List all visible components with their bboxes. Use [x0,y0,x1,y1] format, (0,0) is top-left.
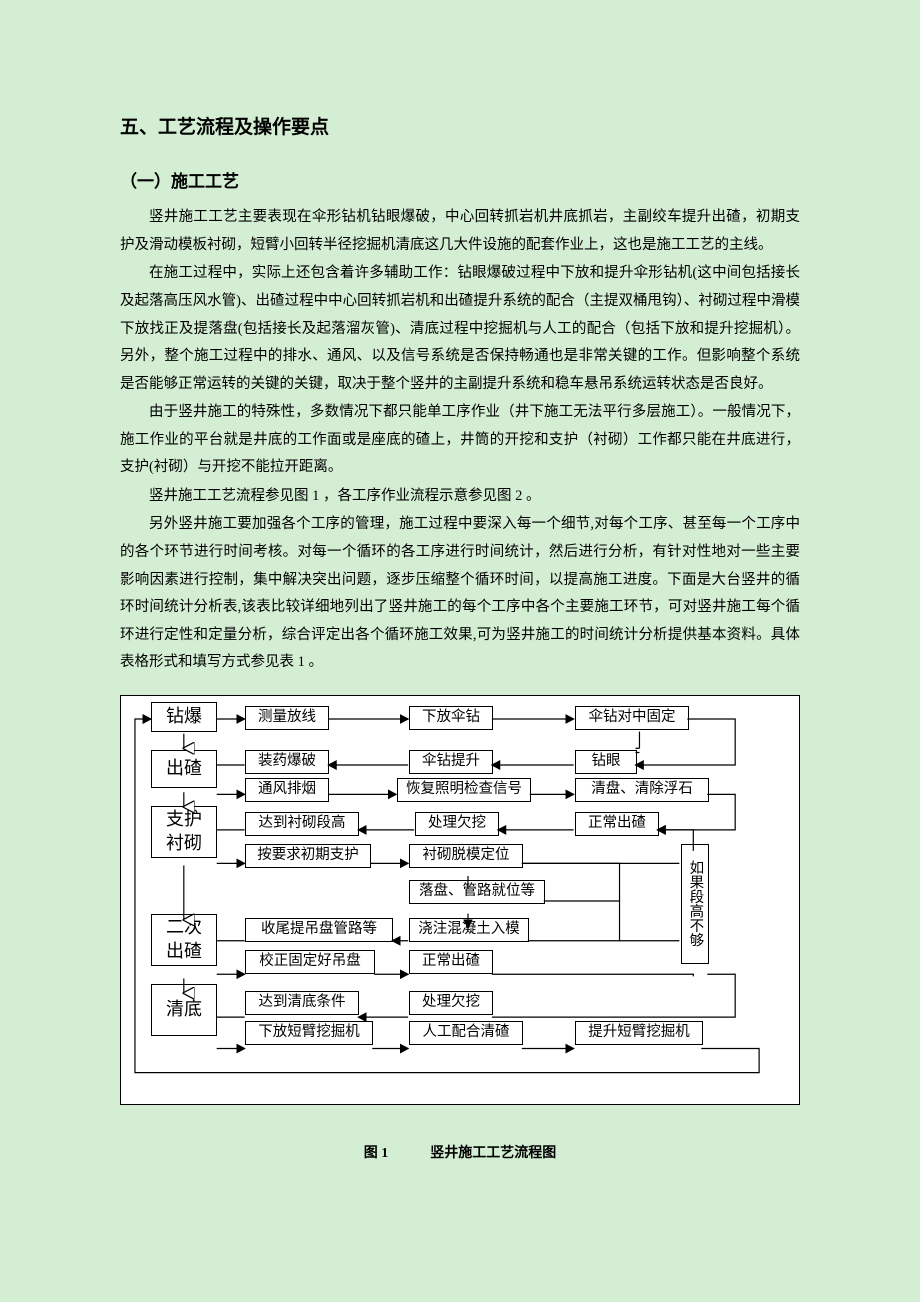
paragraph: 另外竖井施工要加强各个工序的管理，施工过程中要深入每一个细节,对每个工序、甚至每… [120,511,800,676]
paragraph: 在施工过程中，实际上还包含着许多辅助工作：钻眼爆破过程中下放和提升伞形钻机(这中… [120,260,800,398]
node-zhuangyao-baopo: 装药爆破 [245,750,329,774]
node-zuanyan: 钻眼 [575,750,637,774]
stage-line: 出碴 [166,940,202,963]
node-chuli-qianwa-1: 处理欠挖 [415,812,499,836]
stage-line: 衬砌 [166,832,202,855]
node-sanzuan-duizhong-guding: 伞钻对中固定 [575,706,689,730]
node-luopan-guanlu-jiuwei: 落盘、管路就位等 [409,880,545,904]
figure-caption: 图 1 竖井施工工艺流程图 [120,1141,800,1168]
node-chenqi-tuomu-dingwei: 衬砌脱模定位 [409,844,523,868]
paragraph: 由于竖井施工的特殊性，多数情况下都只能单工序作业（井下施工无法平行多层施工）。一… [120,399,800,482]
stage-chuzha: 出碴 [151,750,217,788]
subsection-heading: （一）施工工艺 [120,166,800,198]
node-zhengchang-chuzha-2: 正常出碴 [409,950,493,974]
node-xiafang-duanbi-wajueji: 下放短臂挖掘机 [245,1021,373,1045]
node-ruguo-duangao-bugou: 如果段高不够 [681,844,709,964]
node-jiaozhu-hunningtu-rumu: 浇注混凝土入模 [409,918,529,942]
node-chuli-qianwa-2: 处理欠挖 [409,991,493,1015]
node-tongfeng-paiyan: 通风排烟 [245,778,329,802]
stage-line: 二次 [166,916,202,939]
node-zhengchang-chuzha-1: 正常出碴 [575,812,659,836]
section-heading: 五、工艺流程及操作要点 [120,110,800,146]
node-jiaozheng-guding-diaopan: 校正固定好吊盘 [245,950,375,974]
stage-line: 支护 [166,808,202,831]
node-celiang-fangxian: 测量放线 [245,706,329,730]
node-tisheng-duanbi-wajueji: 提升短臂挖掘机 [575,1021,703,1045]
figure-1: 钻爆 出碴 支护 衬砌 二次 出碴 清底 测量放线 下放伞钻 伞钻对中固定 装药… [120,695,800,1168]
stage-zhihu-chenqi: 支护 衬砌 [151,806,217,858]
node-anyaoqiu-chuqi-zhihu: 按要求初期支护 [245,844,371,868]
stage-qingdi: 清底 [151,984,217,1036]
node-sanzuan-tisheng: 伞钻提升 [409,750,493,774]
node-xiafang-sanzuan: 下放伞钻 [409,706,493,730]
node-qingpan-qingchu-fushi: 清盘、清除浮石 [575,778,709,802]
node-rengong-peihe-qingzha: 人工配合清碴 [409,1021,523,1045]
stage-zuanbao: 钻爆 [151,702,217,732]
node-dadao-qingdi-tiaojian: 达到清底条件 [245,991,359,1015]
paragraph: 竖井施工工艺主要表现在伞形钻机钻眼爆破，中心回转抓岩机井底抓岩，主副绞车提升出碴… [120,204,800,259]
node-huifu-zhaoming-jiancha-xinhao: 恢复照明检查信号 [397,778,531,802]
flowchart: 钻爆 出碴 支护 衬砌 二次 出碴 清底 测量放线 下放伞钻 伞钻对中固定 装药… [120,695,800,1105]
node-shouwei-tidiaopan: 收尾提吊盘管路等 [245,918,393,942]
stage-erci-chuzha: 二次 出碴 [151,914,217,966]
node-dadao-chenqi-duangao: 达到衬砌段高 [245,812,359,836]
paragraph: 竖井施工工艺流程参见图 1 ，各工序作业流程示意参见图 2 。 [120,483,800,511]
